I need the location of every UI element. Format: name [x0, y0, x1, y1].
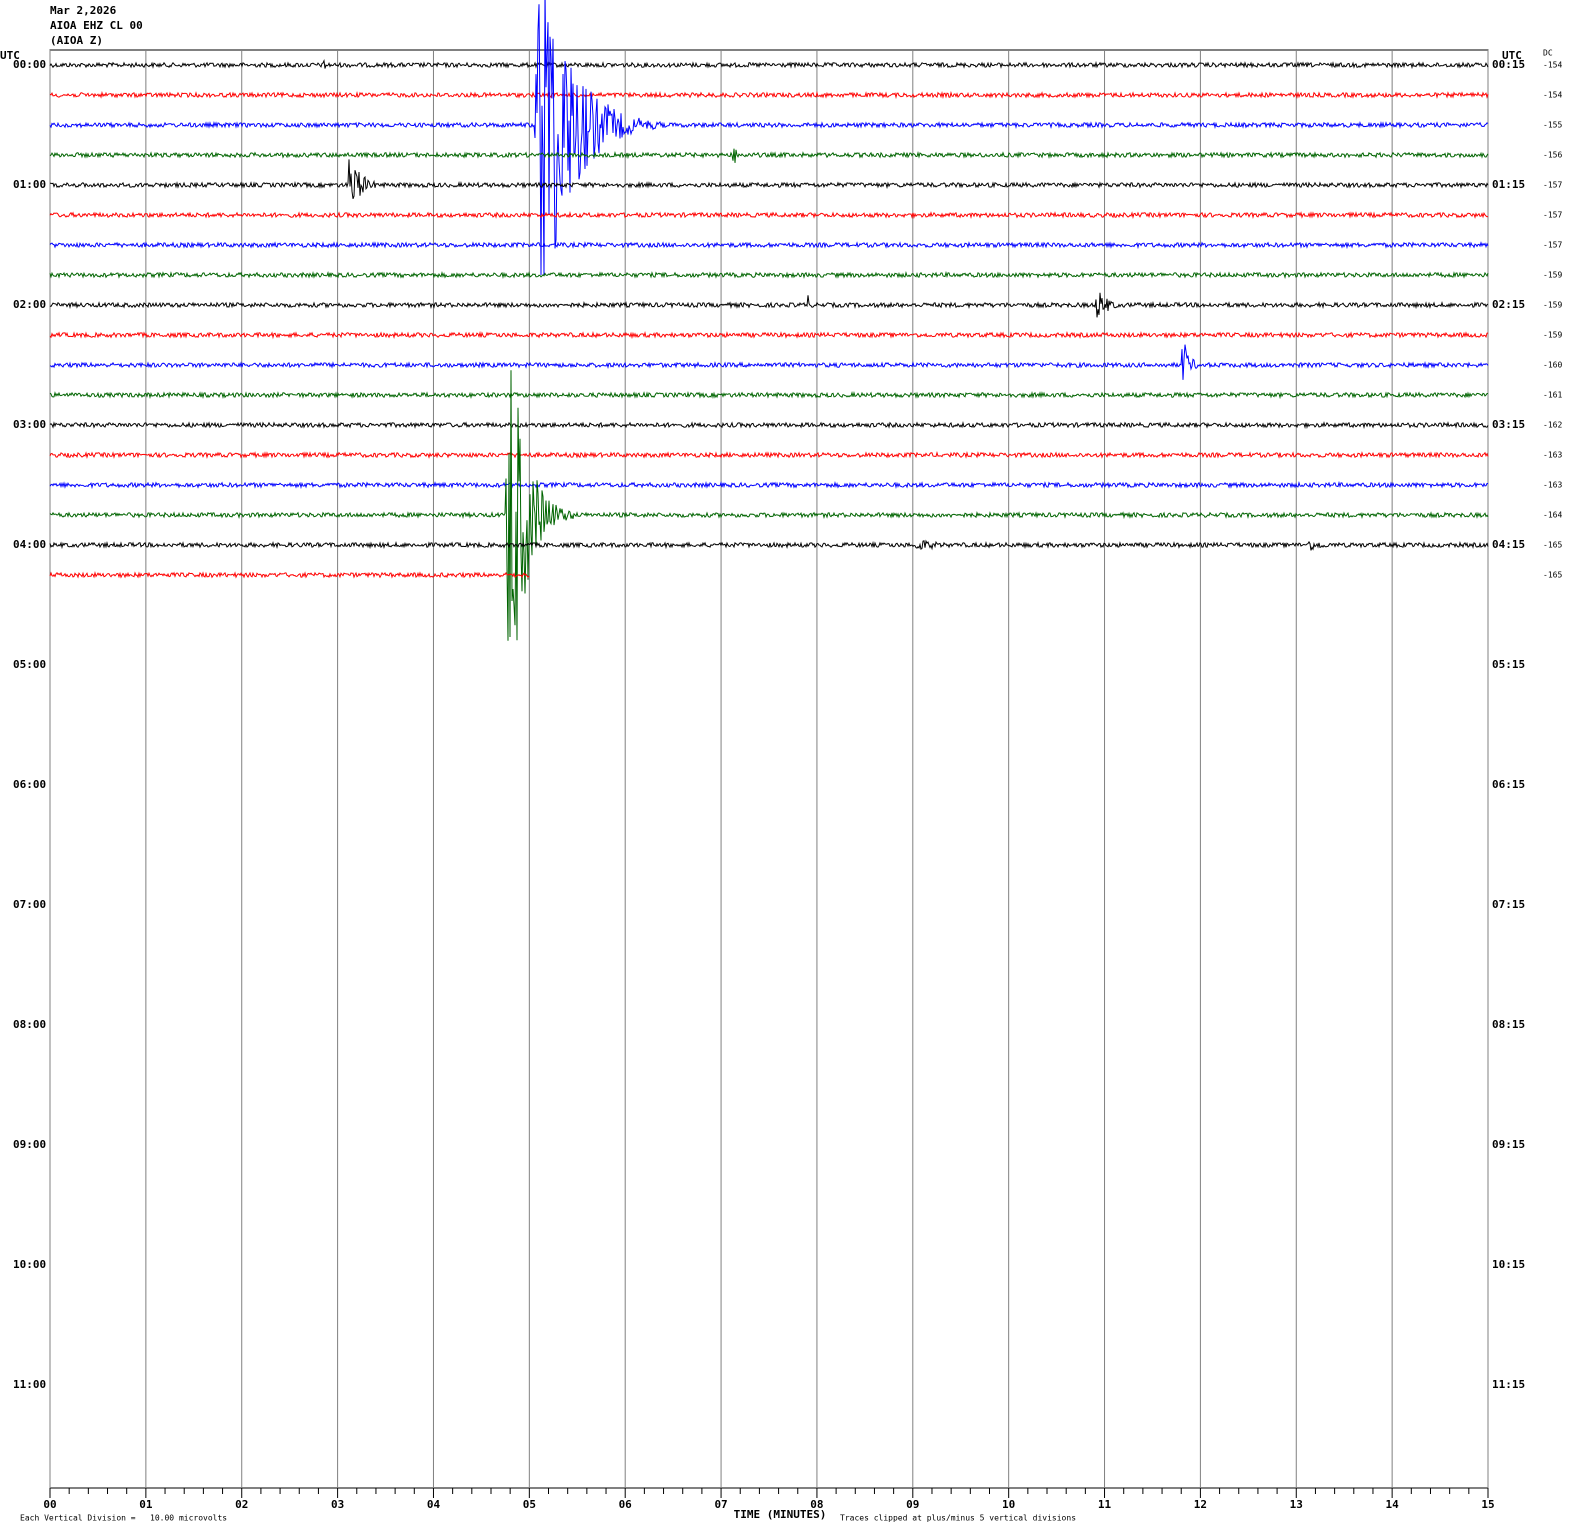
- x-tick-label: 12: [1194, 1498, 1207, 1511]
- x-tick-label: 13: [1290, 1498, 1303, 1511]
- x-tick-label: 06: [619, 1498, 633, 1511]
- station: AIOA EHZ CL 00: [50, 19, 143, 32]
- left-time-label: 08:00: [13, 1018, 46, 1031]
- dc-label: -164: [1543, 511, 1562, 520]
- left-time-label: 01:00: [13, 178, 46, 191]
- right-time-label: 09:15: [1492, 1138, 1525, 1151]
- x-tick-label: 04: [427, 1498, 441, 1511]
- x-axis-title: TIME (MINUTES): [734, 1508, 827, 1521]
- x-tick-label: 07: [714, 1498, 727, 1511]
- trace: [50, 159, 1489, 199]
- trace: [49, 390, 1489, 400]
- trace: [49, 480, 1489, 490]
- left-time-label: 10:00: [13, 1258, 46, 1271]
- trace: [49, 270, 1489, 279]
- left-time-label: 00:00: [13, 58, 46, 71]
- date: Mar 2,2026: [50, 4, 117, 17]
- trace: [49, 370, 1489, 641]
- x-tick-label: 01: [139, 1498, 153, 1511]
- dc-label: -154: [1543, 91, 1562, 100]
- right-time-label: 10:15: [1492, 1258, 1525, 1271]
- dc-label: -159: [1543, 271, 1562, 280]
- clip-note: Traces clipped at plus/minus 5 vertical …: [840, 1514, 1076, 1523]
- dc-label: -154: [1543, 61, 1562, 70]
- left-time-label: 09:00: [13, 1138, 46, 1151]
- trace: [49, 344, 1489, 380]
- trace: [49, 292, 1489, 318]
- x-tick-label: 09: [906, 1498, 919, 1511]
- dc-label: -160: [1543, 361, 1562, 370]
- dc-label: -156: [1543, 151, 1562, 160]
- x-tick-label: 11: [1098, 1498, 1112, 1511]
- dc-label: -155: [1543, 121, 1562, 130]
- x-tick-label: 08: [810, 1498, 823, 1511]
- trace: [49, 539, 1489, 551]
- trace: [49, 90, 1489, 100]
- left-time-label: 05:00: [13, 658, 46, 671]
- right-time-label: 04:15: [1492, 538, 1525, 551]
- dc-label: -159: [1543, 301, 1562, 310]
- right-time-label: 05:15: [1492, 658, 1525, 671]
- right-axis-title: UTC: [1502, 49, 1522, 62]
- left-axis-title: UTC: [0, 49, 20, 62]
- right-time-label: 02:15: [1492, 298, 1525, 311]
- channel: (AIOA Z): [50, 34, 103, 47]
- dc-label: -161: [1543, 391, 1562, 400]
- x-tick-label: 05: [523, 1498, 536, 1511]
- trace: [49, 0, 1489, 276]
- dc-label: -159: [1543, 331, 1562, 340]
- dc-label: -165: [1543, 571, 1562, 580]
- right-time-label: 08:15: [1492, 1018, 1525, 1031]
- left-time-label: 02:00: [13, 298, 46, 311]
- trace: [49, 451, 1489, 460]
- left-time-label: 03:00: [13, 418, 46, 431]
- x-tick-label: 02: [235, 1498, 248, 1511]
- trace: [49, 330, 1489, 340]
- trace: [49, 421, 1489, 429]
- x-tick-label: 15: [1481, 1498, 1494, 1511]
- right-time-label: 00:15: [1492, 58, 1525, 71]
- left-time-label: 11:00: [13, 1378, 46, 1391]
- trace: [49, 570, 530, 579]
- right-time-label: 07:15: [1492, 898, 1525, 911]
- right-time-label: 11:15: [1492, 1378, 1525, 1391]
- dc-label: -163: [1543, 451, 1562, 460]
- dc-label: -162: [1543, 421, 1562, 430]
- trace: [49, 148, 1489, 163]
- dc-title: DC: [1543, 49, 1553, 58]
- dc-label: -157: [1543, 241, 1562, 250]
- x-tick-label: 14: [1386, 1498, 1400, 1511]
- left-time-label: 04:00: [13, 538, 46, 551]
- right-time-label: 06:15: [1492, 778, 1525, 791]
- trace: [49, 241, 1489, 250]
- trace: [49, 211, 1489, 220]
- x-tick-label: 10: [1002, 1498, 1015, 1511]
- dc-label: -157: [1543, 181, 1562, 190]
- dc-label: -163: [1543, 481, 1562, 490]
- x-tick-label: 00: [43, 1498, 56, 1511]
- right-time-label: 03:15: [1492, 418, 1525, 431]
- dc-label: -157: [1543, 211, 1562, 220]
- trace: [49, 58, 1489, 70]
- scale-note: Each Vertical Division = 10.00 microvolt…: [20, 1514, 227, 1523]
- right-time-label: 01:15: [1492, 178, 1525, 191]
- left-time-label: 07:00: [13, 898, 46, 911]
- x-tick-label: 03: [331, 1498, 344, 1511]
- dc-label: -165: [1543, 541, 1562, 550]
- plot-frame: [49, 49, 1489, 1489]
- left-time-label: 06:00: [13, 778, 46, 791]
